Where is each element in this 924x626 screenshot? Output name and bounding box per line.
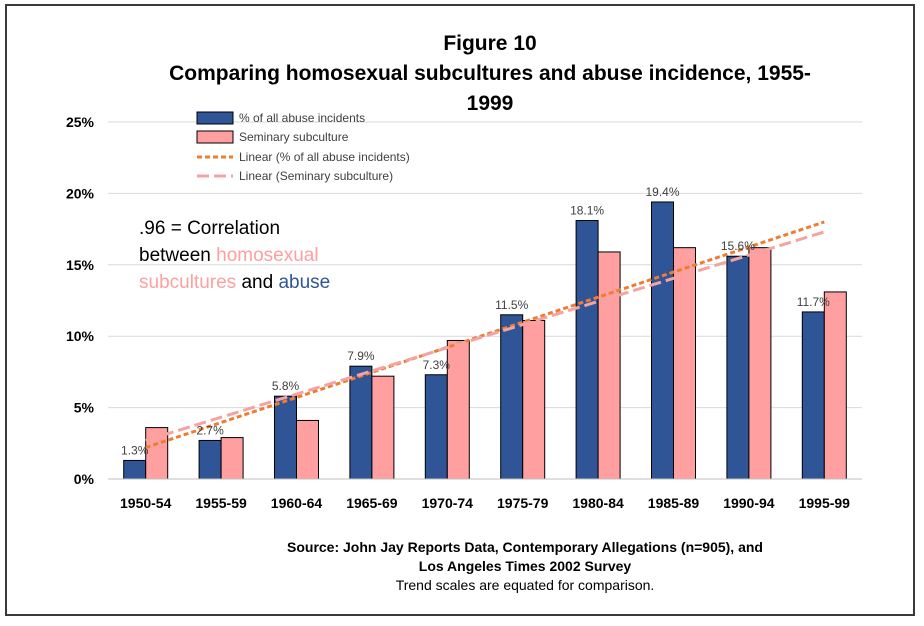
x-tick-label-1990-94: 1990-94 <box>723 495 775 511</box>
bar-abuse-1960-64 <box>274 395 297 480</box>
x-tick-label-1980-84: 1980-84 <box>572 495 624 511</box>
bar-abuse-1980-84 <box>575 220 599 480</box>
bar-seminary-1985-89 <box>673 247 696 480</box>
bar-seminary-1975-79 <box>522 319 546 480</box>
x-tick-label-1960-64: 1960-64 <box>271 495 323 511</box>
bar-abuse-1995-99 <box>801 311 825 480</box>
bar-abuse-1985-89 <box>651 201 674 480</box>
data-label-1970-74: 7.3% <box>423 358 451 372</box>
bar-abuse-1970-74 <box>424 374 448 480</box>
title-line-1: Figure 10 <box>443 32 536 55</box>
y-tick-label-4: 20% <box>66 185 95 201</box>
x-axis: 1950-54 1955-59 1960-64 1965-69 1970-74 1975-… <box>108 478 862 511</box>
annotation-line-2: between homosexual <box>139 245 319 266</box>
x-tick-label-1955-59: 1955-59 <box>195 495 247 511</box>
x-tick-label-1985-89: 1985-89 <box>648 495 700 511</box>
bar-seminary-1960-64 <box>296 419 319 480</box>
annotation-line-3: subcultures and abuse <box>139 272 330 293</box>
source-note: Source: John Jay Reports Data, Contempor… <box>287 539 763 593</box>
trendlines <box>145 220 825 450</box>
y-tick-label-3: 15% <box>66 257 95 273</box>
bar-seminary-1965-69 <box>371 375 395 480</box>
x-tick-label-1950-54: 1950-54 <box>120 495 172 511</box>
bar-seminary-1995-99 <box>823 291 847 480</box>
data-label-1975-79: 11.5% <box>495 298 528 312</box>
legend: % of all abuse incidents Seminary subcul… <box>196 111 410 183</box>
legend-label-trend-seminary: Linear (Seminary subculture) <box>239 169 393 183</box>
legend-swatch-seminary <box>196 130 234 144</box>
annotation-between: between <box>139 245 216 266</box>
annotation-homosexual: homosexual <box>216 245 318 266</box>
trendline-abuse <box>145 220 825 450</box>
title-line-2: Comparing homosexual subcultures and abu… <box>169 62 811 85</box>
bar-seminary-1970-74 <box>446 339 470 480</box>
annotation-abuse: abuse <box>278 272 330 293</box>
bar-abuse-1950-54 <box>123 459 147 480</box>
data-label-1950-54: 1.3% <box>121 443 149 457</box>
bar-abuse-1955-59 <box>198 439 222 480</box>
legend-swatch-abuse <box>196 111 234 125</box>
annotation-line-1: .96 = Correlation <box>139 218 280 239</box>
data-label-1965-69: 7.9% <box>347 349 375 363</box>
y-axis: 0% 5% 10% 15% 20% 25% <box>66 114 95 487</box>
bar-abuse-1975-79 <box>500 314 524 480</box>
annotation-and: and <box>236 272 278 293</box>
trend-note: Trend scales are equated for comparison. <box>396 577 655 593</box>
correlation-text: = Correlation <box>165 218 280 239</box>
legend-label-abuse: % of all abuse incidents <box>239 111 365 125</box>
chart-frame <box>5 4 915 616</box>
correlation-value: .96 <box>139 218 165 239</box>
bar-seminary-1990-94 <box>748 247 772 480</box>
bar-seminary-1955-59 <box>220 437 244 480</box>
data-label-1960-64: 5.8% <box>272 379 300 393</box>
data-label-1995-99: 11.7% <box>797 295 830 309</box>
y-tick-label-0: 0% <box>74 471 95 487</box>
x-tick-label-1965-69: 1965-69 <box>346 495 398 511</box>
legend-label-seminary: Seminary subculture <box>239 130 349 144</box>
data-label-1990-94: 15.6% <box>721 239 755 253</box>
title-line-3: 1999 <box>467 92 514 115</box>
data-labels: 1.3% 2.7% 5.8% 7.9% 7.3% 11.5% 18.1% 19.4% 15.6%… <box>121 185 830 457</box>
legend-label-trend-abuse: Linear (% of all abuse incidents) <box>239 150 410 164</box>
bar-abuse-1965-69 <box>349 365 373 480</box>
x-tick-label-1970-74: 1970-74 <box>422 495 474 511</box>
data-label-1980-84: 18.1% <box>570 204 604 218</box>
y-tick-label-5: 25% <box>66 114 95 130</box>
y-tick-label-1: 5% <box>74 400 95 416</box>
data-label-1985-89: 19.4% <box>645 185 679 199</box>
x-tick-label-1995-99: 1995-99 <box>799 495 851 511</box>
data-label-1955-59: 2.7% <box>196 423 224 437</box>
chart-title: Figure 10 Comparing homosexual subcultur… <box>169 32 811 115</box>
bars <box>123 201 847 480</box>
annotation-subcultures: subcultures <box>139 272 236 293</box>
y-tick-label-2: 10% <box>66 328 95 344</box>
bar-abuse-1990-94 <box>726 255 750 480</box>
bar-seminary-1980-84 <box>597 251 621 480</box>
correlation-annotation: .96 = Correlation between homosexual sub… <box>139 218 330 293</box>
source-line-2: Los Angeles Times 2002 Survey <box>419 558 632 574</box>
source-line-1: Source: John Jay Reports Data, Contempor… <box>287 539 763 555</box>
x-tick-label-1975-79: 1975-79 <box>497 495 549 511</box>
